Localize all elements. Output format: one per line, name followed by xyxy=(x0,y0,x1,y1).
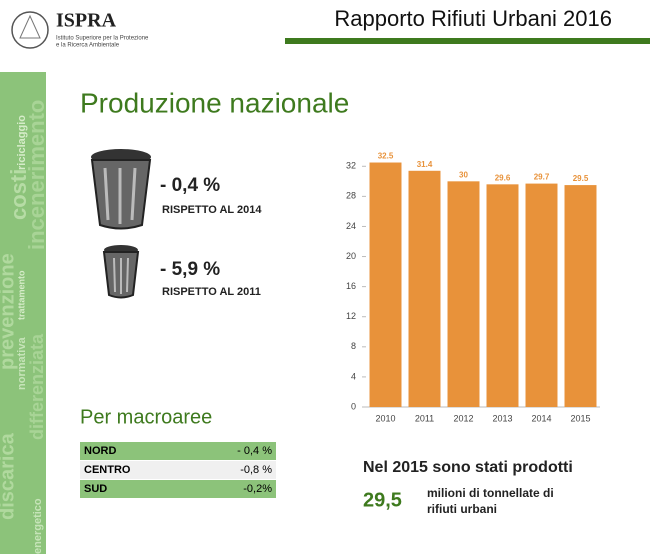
y-tick-label: 16 xyxy=(346,281,356,291)
header-rule xyxy=(285,38,650,44)
sidebar-word: discarica xyxy=(0,432,18,520)
bar xyxy=(408,170,441,407)
value-label: 29.6 xyxy=(495,173,511,182)
logo-subtitle: e la Ricerca Ambientale xyxy=(56,43,120,49)
value-label: 32.5 xyxy=(378,152,394,161)
y-tick-label: 8 xyxy=(351,341,356,351)
summary-unit: milioni di tonnellate di xyxy=(427,486,554,500)
summary-value: 29,5 xyxy=(363,489,402,511)
header-title: Rapporto Rifiuti Urbani 2016 xyxy=(334,6,612,31)
sidebar-word: riciclaggio xyxy=(16,115,28,170)
table-cell: -0,8 % xyxy=(240,464,272,476)
change-value: - 5,9 % xyxy=(160,259,220,280)
x-tick-label: 2014 xyxy=(531,413,551,423)
trash-icon xyxy=(90,149,152,230)
value-label: 29.5 xyxy=(573,174,589,183)
sidebar-words: riciclaggio costi incenerimento prevenzi… xyxy=(0,100,49,554)
table-cell: NORD xyxy=(84,445,116,457)
value-label: 30 xyxy=(459,170,468,179)
y-tick-label: 32 xyxy=(346,161,356,171)
value-label: 31.4 xyxy=(417,160,433,169)
change-label: RISPETTO AL 2011 xyxy=(162,286,261,298)
summary-unit: rifiuti urbani xyxy=(427,502,497,516)
x-tick-label: 2010 xyxy=(375,413,395,423)
y-tick-label: 20 xyxy=(346,251,356,261)
value-label: 29.7 xyxy=(534,173,550,182)
change-value: - 0,4 % xyxy=(160,175,220,196)
x-tick-label: 2013 xyxy=(492,413,512,423)
x-tick-label: 2012 xyxy=(453,413,473,423)
logo-subtitle: Istituto Superiore per la Protezione xyxy=(56,36,149,42)
table-cell: -0,2% xyxy=(243,483,272,495)
y-tick-label: 4 xyxy=(351,371,356,381)
summary-intro: Nel 2015 sono stati prodotti xyxy=(363,459,573,476)
y-tick-label: 24 xyxy=(346,221,356,231)
sidebar-word: differenziata xyxy=(27,333,47,440)
trash-icon xyxy=(102,245,140,299)
section-title: Produzione nazionale xyxy=(80,87,349,118)
sidebar-word: energetico xyxy=(32,498,44,554)
sidebar-word: costi xyxy=(6,169,31,220)
bar xyxy=(525,183,558,407)
table-row xyxy=(80,442,276,460)
table-cell: SUD xyxy=(84,483,107,495)
y-tick-label: 0 xyxy=(351,401,356,411)
table-row xyxy=(80,461,276,479)
logo-emblem xyxy=(11,11,49,49)
sidebar-word: normativa xyxy=(16,337,28,390)
sidebar-word: trattamento xyxy=(16,270,26,320)
table-cell: CENTRO xyxy=(84,464,131,476)
bar xyxy=(486,184,519,407)
logo: ISPRA xyxy=(56,10,117,32)
sidebar-word: prevenzione xyxy=(0,253,18,370)
bar xyxy=(564,185,597,407)
y-tick-label: 28 xyxy=(346,191,356,201)
table-cell: - 0,4 % xyxy=(237,445,272,457)
sidebar xyxy=(0,72,46,554)
change-label: RISPETTO AL 2014 xyxy=(162,204,262,216)
sidebar-word: incenerimento xyxy=(24,100,49,250)
bar xyxy=(447,181,480,407)
table-row xyxy=(80,480,276,498)
bar xyxy=(369,162,402,407)
macro-title: Per macroaree xyxy=(80,406,212,428)
x-tick-label: 2011 xyxy=(415,413,434,423)
x-tick-label: 2015 xyxy=(570,413,590,423)
y-tick-label: 12 xyxy=(346,311,356,321)
